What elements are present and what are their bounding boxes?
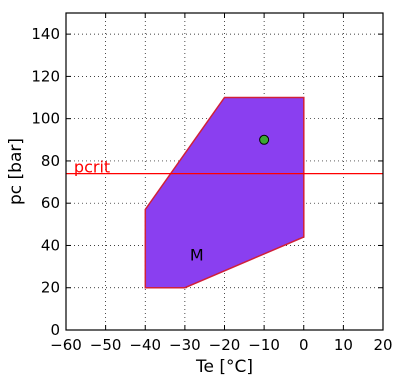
y-tick-label: 20 <box>41 279 60 297</box>
operating-region <box>144 96 305 289</box>
y-axis-label: pc [bar] <box>6 138 26 205</box>
x-tick-label: −40 <box>129 336 161 354</box>
x-tick-label: −30 <box>169 336 201 354</box>
y-tick-label: 140 <box>31 25 60 43</box>
region-label: M <box>190 245 204 264</box>
x-axis-label: Te [°C] <box>195 357 253 377</box>
x-tick-label: −60 <box>50 336 82 354</box>
y-tick-label: 120 <box>31 67 60 85</box>
x-tick-label: −20 <box>209 336 241 354</box>
y-tick-label: 100 <box>31 110 60 128</box>
region-layer: M <box>144 96 305 289</box>
x-tick-label: −50 <box>90 336 122 354</box>
pcrit-label: pcrit <box>74 158 110 177</box>
x-tick-label: −10 <box>248 336 280 354</box>
data-point <box>259 134 270 145</box>
y-tick-label: 0 <box>50 321 60 339</box>
x-tick-label: 10 <box>334 336 353 354</box>
point-layer <box>259 134 270 145</box>
y-tick-label: 40 <box>41 236 60 254</box>
x-tick-label: 0 <box>299 336 309 354</box>
y-tick-label: 80 <box>41 152 60 170</box>
y-tick-label: 60 <box>41 194 60 212</box>
x-tick-label: 20 <box>373 336 392 354</box>
hline-layer: pcrit <box>66 158 383 177</box>
ticks: −60 −50 −40 −30 −20 −10 0 10 20 0 20 40 60 80 100 120 14… <box>31 13 393 354</box>
